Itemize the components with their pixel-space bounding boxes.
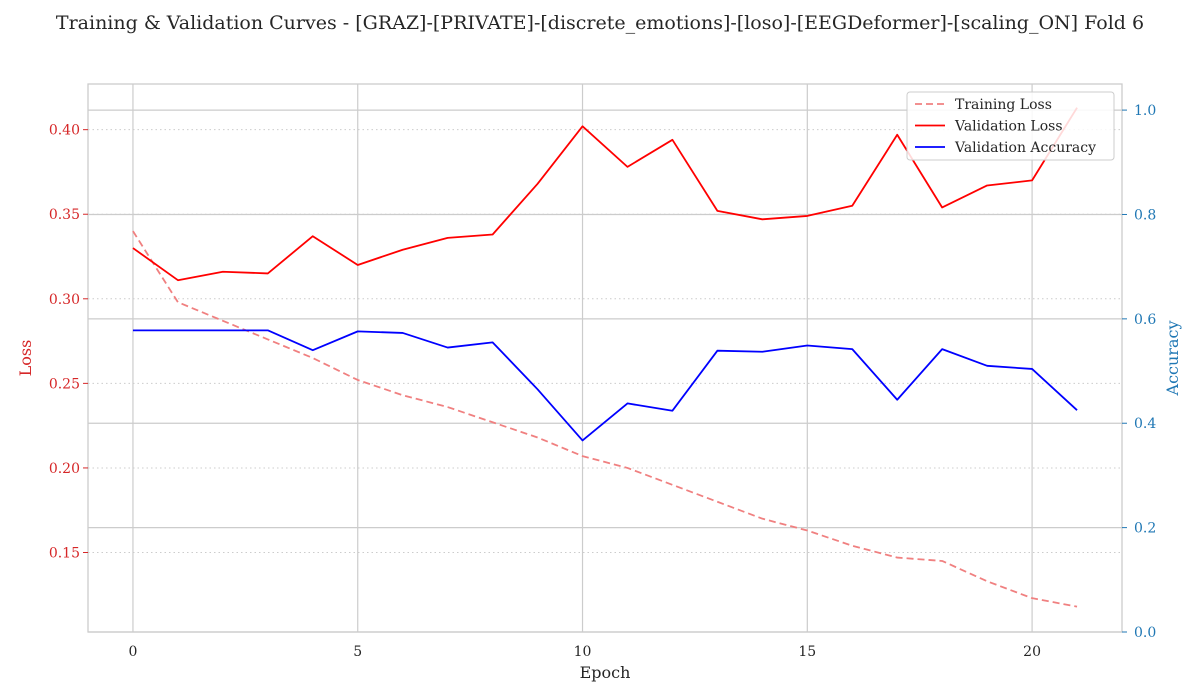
plot-frame: [87, 83, 1123, 633]
legend-label: Validation Loss: [954, 119, 1063, 135]
x-tick-label: 20: [1023, 644, 1041, 660]
y-right-tick-label: 0.0: [1134, 625, 1156, 641]
y-axis-label-right: Accuracy: [1163, 321, 1182, 397]
legend-label: Validation Accuracy: [954, 140, 1096, 156]
x-tick-label: 0: [128, 644, 137, 660]
y-left-tick-label: 0.20: [49, 461, 80, 477]
y-right-tick-label: 1.0: [1134, 103, 1156, 119]
x-axis-label: Epoch: [580, 663, 631, 682]
y-left-tick-label: 0.40: [49, 123, 80, 139]
y-right-tick-label: 0.8: [1134, 207, 1156, 223]
y-right-tick-label: 0.4: [1134, 416, 1156, 432]
y-left-tick-label: 0.15: [49, 546, 80, 562]
chart-title: Training & Validation Curves - [GRAZ]-[P…: [56, 12, 1144, 34]
series-line-validation-accuracy: [132, 329, 1078, 442]
x-tick-label: 5: [353, 644, 362, 660]
x-tick-label: 15: [798, 644, 816, 660]
y-left-tick-label: 0.25: [49, 376, 80, 392]
y-left-tick-label: 0.35: [49, 207, 80, 223]
series-layer: [132, 107, 1078, 608]
legend-label: Training Loss: [955, 97, 1052, 113]
y-axis-label-left: Loss: [16, 340, 35, 377]
legend-box: [906, 91, 1115, 161]
y-right-tick-label: 0.2: [1134, 521, 1156, 537]
series-line-training-loss: [132, 230, 1078, 608]
ticks-layer: 0 5 10 15 20 0.15 0.20 0.25 0.30 0.35 0.40 0.0 0.2 0.…: [49, 103, 1157, 660]
series-line-validation-loss: [132, 107, 1078, 282]
x-tick-label: 10: [574, 644, 592, 660]
legend: Training Loss Validation Loss Validation A…: [906, 91, 1115, 161]
y-right-tick-label: 0.6: [1134, 312, 1156, 328]
y-left-tick-label: 0.30: [49, 292, 80, 308]
